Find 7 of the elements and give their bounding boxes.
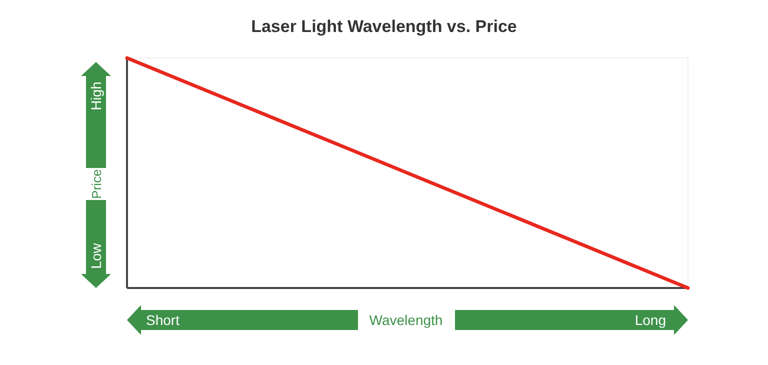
x-axis-title: Wavelength (369, 312, 443, 328)
y-axis-title: Price (89, 169, 104, 199)
chart-title: Laser Light Wavelength vs. Price (251, 17, 517, 36)
annotation: Low (88, 242, 104, 269)
annotation: High (88, 82, 104, 110)
text: Short (146, 312, 180, 328)
text: Long (634, 312, 666, 328)
